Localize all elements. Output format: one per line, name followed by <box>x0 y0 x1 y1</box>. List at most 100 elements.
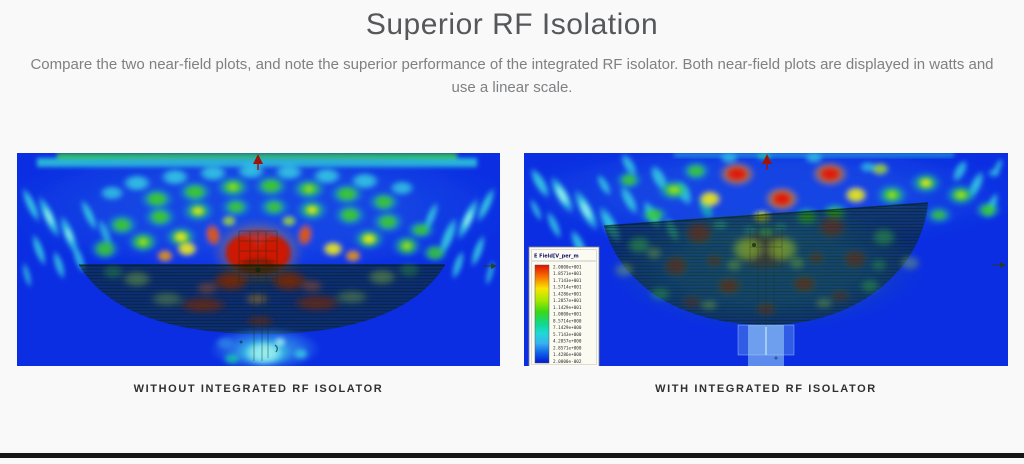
field-blob <box>529 198 543 222</box>
field-blob <box>716 277 742 295</box>
field-blob <box>807 251 825 265</box>
svg-text:1.4286e+001: 1.4286e+001 <box>553 291 582 297</box>
field-blob <box>366 268 398 286</box>
field-blob <box>724 165 750 183</box>
field-blob <box>579 199 593 221</box>
field-blob <box>31 232 47 268</box>
boundary-arrow-icon <box>762 154 772 170</box>
svg-text:1.7143e+001: 1.7143e+001 <box>553 278 582 284</box>
field-blob <box>226 200 246 214</box>
field-blob <box>951 159 969 183</box>
field-blob <box>335 186 359 202</box>
figure-without-isolator: WITHOUT INTEGRATED RF ISOLATOR <box>17 153 500 395</box>
field-blob <box>870 258 888 272</box>
field-blob <box>291 294 343 312</box>
figure-with-isolator: E Field[V_per_m 2.0000e+001 1.8571e+001 … <box>524 153 1008 395</box>
field-blob <box>322 241 344 257</box>
support-pedestal-glow <box>209 327 321 366</box>
feed-wireframe <box>749 211 783 325</box>
field-blob <box>138 238 148 246</box>
pedestal-detail-dot <box>239 340 243 344</box>
field-blob <box>705 254 723 268</box>
field-blob <box>529 167 551 199</box>
svg-text:2.8571e+000: 2.8571e+000 <box>553 345 582 351</box>
feed-wireframe <box>238 230 278 361</box>
field-blob <box>887 191 897 199</box>
field-blob <box>149 291 185 307</box>
field-blob <box>755 302 777 316</box>
field-blob <box>122 174 152 192</box>
field-blob <box>644 208 664 222</box>
field-blob <box>293 348 309 360</box>
svg-text:5.7143e+000: 5.7143e+000 <box>553 332 582 338</box>
field-blob <box>176 241 198 257</box>
field-blob <box>871 227 897 247</box>
field-blob <box>987 168 1001 178</box>
field-blob <box>269 270 309 292</box>
field-blob <box>304 185 314 193</box>
field-blob <box>788 256 806 270</box>
field-blob <box>183 184 207 200</box>
field-blob <box>817 215 847 239</box>
field-blob <box>306 206 318 214</box>
field-blob <box>791 275 817 293</box>
field-blob <box>411 223 431 237</box>
field-blob <box>281 215 297 227</box>
field-blob <box>699 299 719 311</box>
field-blob <box>43 206 55 228</box>
field-blob <box>192 207 204 215</box>
field-blob <box>80 198 98 232</box>
field-blob <box>111 217 133 233</box>
field-blob <box>274 337 286 347</box>
field-blob <box>389 180 415 196</box>
field-blob <box>899 255 921 271</box>
legend-tick-labels: 2.0000e+001 1.8571e+001 1.7143e+001 1.57… <box>553 264 582 365</box>
near-field-plot-without-isolator <box>17 153 500 366</box>
axis-arrow-icon <box>992 262 1006 268</box>
field-blob <box>156 249 174 263</box>
bottom-section-divider <box>0 453 1024 458</box>
field-blob <box>362 234 376 244</box>
svg-text:1.8571e+001: 1.8571e+001 <box>553 271 582 277</box>
svg-text:2.0000e-002: 2.0000e-002 <box>553 359 582 365</box>
field-blob <box>174 232 188 242</box>
field-blob <box>21 261 33 289</box>
field-blob <box>476 186 496 224</box>
field-blob <box>198 164 228 182</box>
field-blob <box>264 200 284 214</box>
page-title: Superior RF Isolation <box>365 8 659 41</box>
field-blob <box>596 173 612 197</box>
field-blob <box>684 221 714 245</box>
field-blob <box>101 264 125 280</box>
field-blob <box>817 165 843 183</box>
boundary-arrow-icon <box>253 154 263 170</box>
field-blob <box>259 178 283 194</box>
field-blob <box>228 183 238 191</box>
field-blob <box>814 297 834 309</box>
field-blob <box>160 168 190 186</box>
field-blob <box>64 226 74 244</box>
field-blob <box>425 245 445 261</box>
field-blob <box>804 153 824 164</box>
field-blob <box>339 207 361 223</box>
field-blob <box>648 286 672 302</box>
field-blob <box>930 209 948 221</box>
colorbar-legend: E Field[V_per_m 2.0000e+001 1.8571e+001 … <box>528 246 600 366</box>
svg-text:1.5714e+001: 1.5714e+001 <box>553 285 582 291</box>
field-blob <box>645 246 663 260</box>
field-blob <box>719 153 739 164</box>
svg-text:2.0000e+001: 2.0000e+001 <box>553 264 582 270</box>
page-subtitle: Compare the two near-field plots, and no… <box>30 56 994 96</box>
field-blob <box>613 262 635 278</box>
field-blob <box>829 289 851 303</box>
figure-caption-with: WITH INTEGRATED RF ISOLATOR <box>655 383 877 395</box>
field-blob <box>145 191 169 207</box>
svg-text:1.2857e+001: 1.2857e+001 <box>553 298 582 304</box>
svg-text:4.2857e+000: 4.2857e+000 <box>553 339 582 345</box>
feed-center-dot <box>752 243 756 247</box>
svg-text:1.1429e+001: 1.1429e+001 <box>553 305 582 311</box>
field-blob <box>149 209 171 225</box>
field-blob <box>195 281 219 295</box>
field-blob <box>21 186 41 224</box>
